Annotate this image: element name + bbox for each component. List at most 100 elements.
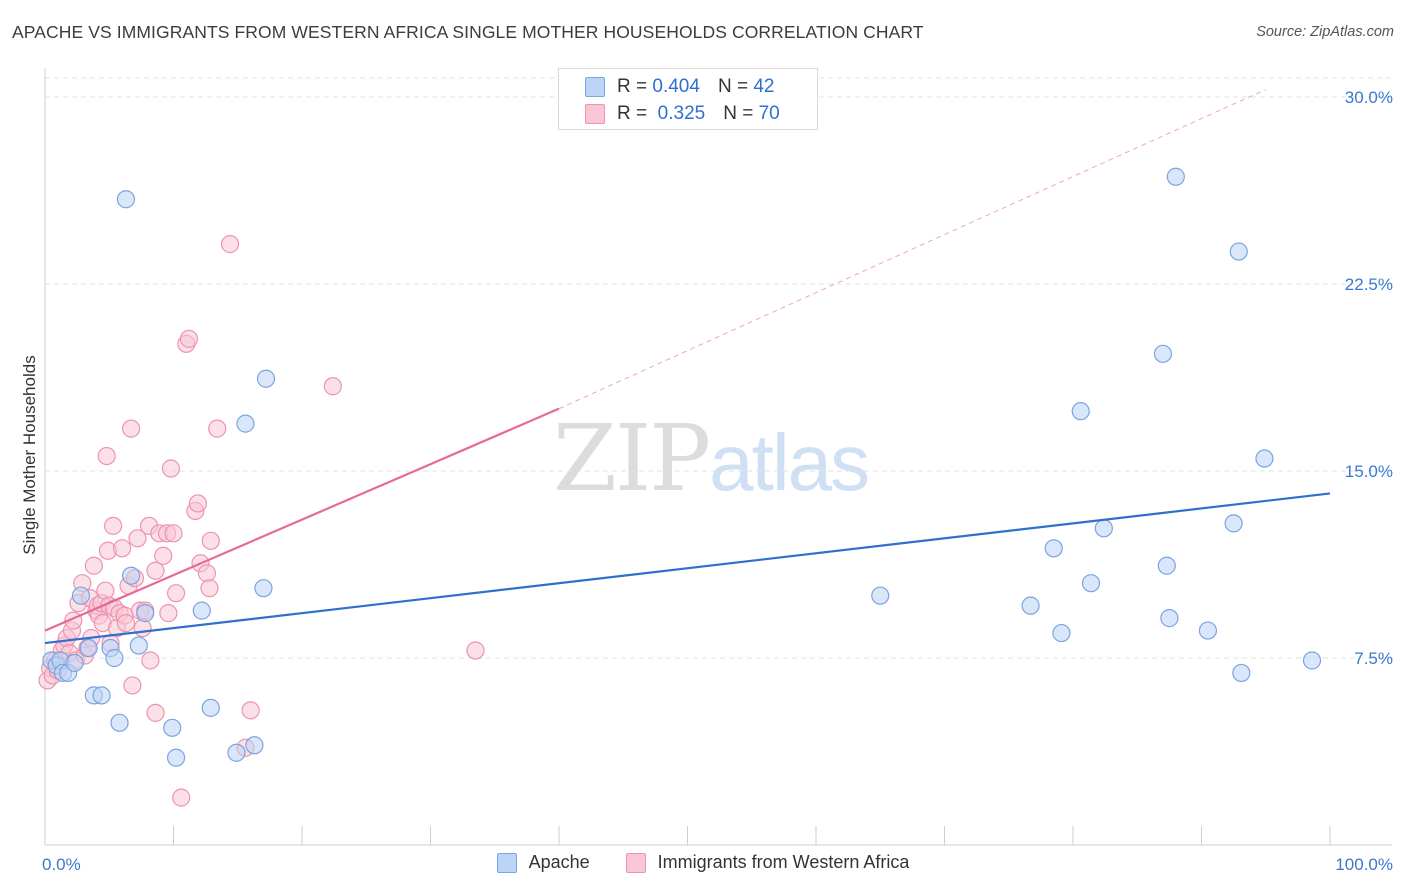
- watermark-zip: ZIP: [553, 405, 711, 512]
- apache-point: [79, 638, 98, 658]
- legend-western-africa-swatch: [625, 852, 646, 873]
- western-africa-trendline: [44, 407, 560, 632]
- source-label: Source: ZipAtlas.com: [1256, 24, 1394, 40]
- apache-point: [236, 414, 255, 433]
- apache-point: [163, 718, 182, 737]
- apache-point: [1071, 402, 1090, 421]
- apache-point: [1198, 621, 1218, 640]
- watermark-atlas: atlas: [709, 418, 870, 507]
- apache-point: [254, 579, 273, 598]
- apache-r-value: 0.404: [652, 76, 700, 97]
- apache-trendline: [44, 492, 1331, 645]
- stats-legend: R = 0.404 N = 42 R = 0.325 N = 70: [558, 68, 818, 130]
- western-africa-point: [116, 613, 136, 633]
- legend-western-africa-label: Immigrants from Western Africa: [657, 852, 910, 872]
- x-tick-label: 0.0%: [42, 855, 81, 874]
- apache-point: [1157, 556, 1176, 575]
- y-tick-label: 7.5%: [1354, 649, 1393, 668]
- western-africa-point: [159, 604, 178, 623]
- apache-r-label: R =: [617, 76, 648, 97]
- apache-point: [1021, 596, 1040, 615]
- western-africa-point: [141, 651, 160, 670]
- western-africa-point: [201, 531, 220, 550]
- western-africa-point: [166, 584, 186, 603]
- western-africa-point: [146, 703, 165, 722]
- apache-point: [105, 648, 124, 668]
- western-africa-point: [241, 701, 260, 720]
- apache-point: [871, 586, 890, 605]
- western-africa-point: [220, 235, 240, 254]
- western-africa-point: [179, 329, 199, 348]
- western-africa-point: [164, 524, 183, 543]
- apache-point: [65, 653, 84, 673]
- apache-point: [1166, 167, 1185, 186]
- western-africa-trendline-extension: [558, 89, 1266, 410]
- western-africa-point: [466, 641, 485, 660]
- western-africa-point: [146, 561, 165, 580]
- western-africa-point: [104, 516, 123, 535]
- stats-legend-western-africa: R = 0.325 N = 70: [585, 103, 780, 125]
- western-africa-point: [154, 546, 173, 565]
- apache-point: [227, 743, 246, 762]
- chart-title: APACHE VS IMMIGRANTS FROM WESTERN AFRICA…: [12, 22, 924, 42]
- western-africa-point: [172, 788, 191, 807]
- apache-point: [110, 713, 129, 732]
- apache-n-value: 42: [753, 76, 775, 97]
- apache-point: [92, 686, 111, 705]
- apache-point: [1229, 242, 1248, 261]
- y-tick-label: 30.0%: [1345, 88, 1393, 107]
- western-africa-point: [96, 581, 115, 600]
- western-africa-r-value: 0.325: [657, 103, 706, 124]
- apache-point: [166, 748, 186, 767]
- apache-swatch: [585, 77, 605, 97]
- western-africa-r-label: R =: [617, 103, 648, 124]
- western-africa-point: [323, 377, 342, 396]
- apache-point: [1302, 651, 1322, 670]
- legend-apache-swatch: [496, 852, 517, 873]
- apache-point: [71, 586, 91, 605]
- apache-point: [1160, 609, 1179, 628]
- apache-point: [1081, 574, 1101, 593]
- series-legend: Apache Immigrants from Western Africa: [0, 852, 1406, 873]
- apache-point: [1052, 623, 1071, 643]
- apache-point: [1044, 539, 1063, 558]
- western-africa-point: [197, 564, 217, 583]
- y-tick-label: 22.5%: [1345, 275, 1393, 294]
- y-tick-label: 15.0%: [1345, 462, 1393, 481]
- apache-point: [245, 736, 264, 755]
- western-africa-point: [128, 529, 147, 548]
- apache-point: [129, 636, 148, 655]
- western-africa-point: [161, 459, 181, 478]
- western-africa-point: [112, 539, 132, 558]
- apache-point: [116, 190, 136, 209]
- legend-item-apache[interactable]: Apache: [496, 852, 590, 873]
- western-africa-point: [208, 419, 227, 438]
- western-africa-point: [123, 676, 142, 695]
- western-africa-n-label: N =: [723, 103, 754, 124]
- x-tick-label: 100.0%: [1335, 855, 1393, 874]
- apache-point: [136, 604, 155, 623]
- apache-point: [192, 601, 211, 620]
- western-africa-point: [200, 579, 219, 598]
- apache-point: [1224, 514, 1243, 533]
- watermark: ZIPatlas: [553, 405, 870, 512]
- apache-n-label: N =: [717, 76, 749, 97]
- western-africa-point: [133, 618, 152, 638]
- apache-point: [1255, 449, 1274, 468]
- legend-apache-label: Apache: [528, 852, 590, 872]
- legend-item-western-africa[interactable]: Immigrants from Western Africa: [625, 852, 910, 873]
- western-africa-point: [188, 494, 208, 513]
- western-africa-n-value: 70: [758, 103, 780, 124]
- stats-legend-apache: R = 0.404 N = 42: [585, 76, 774, 98]
- western-africa-point: [121, 419, 141, 438]
- western-africa-point: [97, 446, 116, 466]
- apache-point: [1153, 344, 1173, 363]
- apache-point: [1232, 663, 1251, 683]
- apache-point: [201, 698, 220, 717]
- apache-point: [121, 566, 141, 585]
- western-africa-swatch: [585, 104, 605, 124]
- apache-point: [1094, 519, 1113, 538]
- western-africa-point: [84, 556, 103, 575]
- apache-point: [256, 369, 276, 388]
